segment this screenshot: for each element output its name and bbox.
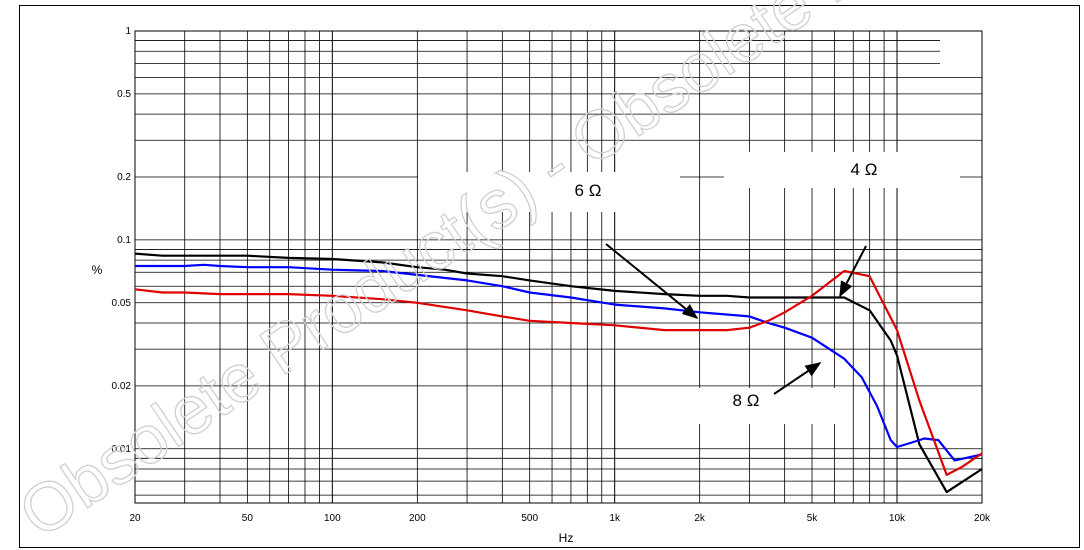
x-tick-label: 20k [974, 513, 991, 524]
series-layer [134, 252, 983, 494]
x-tick-label: 500 [521, 513, 538, 524]
arrow-8-ohm [773, 362, 822, 395]
y-tick-label: 0.05 [112, 298, 132, 309]
y-axis-label: % [92, 263, 103, 277]
arrow-6-ohm [605, 243, 699, 320]
x-tick-label: 5k [807, 513, 819, 524]
x-tick-label: 1k [609, 513, 621, 524]
label-backgrounds [418, 152, 960, 424]
x-tick-label: 2k [694, 513, 706, 524]
label-box-8-ohm [632, 388, 842, 424]
series-line [134, 269, 983, 476]
x-tick-label: 100 [324, 513, 341, 524]
y-tick-label: 0.1 [117, 235, 131, 246]
y-tick-label: 0.01 [112, 444, 132, 455]
annotation-arrows [605, 243, 867, 395]
series-line [134, 252, 983, 494]
chart-frame [19, 5, 1080, 548]
label-box-4-ohm [724, 152, 960, 188]
annotation-4-ohm: 4 Ω [851, 160, 878, 179]
y-tick-label: 1 [125, 26, 131, 37]
x-tick-label: 20 [129, 513, 141, 524]
series-line [135, 263, 983, 462]
y-tick-label: 0.5 [117, 89, 131, 100]
tick-labels: 20 50 100 200 500 1k 2k 5k 10k 20k 1 0.5 0.2 0.1 0.05 0… [112, 26, 992, 524]
grid [134, 30, 983, 504]
arrow-4-ohm [839, 245, 867, 298]
label-box-6-ohm [418, 172, 680, 212]
x-tick-label: 50 [242, 513, 254, 524]
y-tick-label: 0.02 [112, 381, 132, 392]
x-tick-label: 200 [409, 513, 426, 524]
annotation-8-ohm: 8 Ω [733, 391, 760, 410]
annotation-6-ohm: 6 Ω [575, 181, 602, 200]
x-tick-label: 10k [889, 513, 906, 524]
x-axis-label: Hz [559, 531, 574, 545]
y-tick-label: 0.2 [117, 172, 131, 183]
